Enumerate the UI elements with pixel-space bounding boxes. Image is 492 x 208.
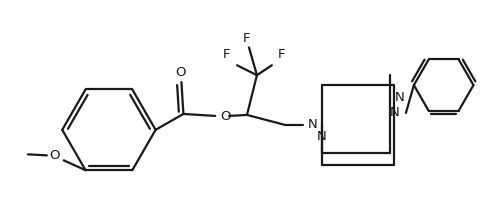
Text: F: F xyxy=(278,48,285,61)
Text: O: O xyxy=(175,66,185,79)
Text: N: N xyxy=(390,106,400,119)
Text: N: N xyxy=(317,130,326,143)
Text: O: O xyxy=(220,110,230,123)
Text: O: O xyxy=(50,149,60,162)
Text: N: N xyxy=(395,90,405,104)
Text: F: F xyxy=(243,32,251,45)
Text: F: F xyxy=(222,48,230,61)
Text: N: N xyxy=(308,118,317,131)
